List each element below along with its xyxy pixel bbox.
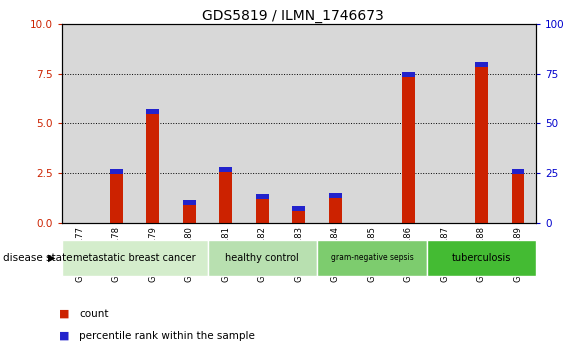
Bar (281, 24, 317, 223)
Bar (353, 24, 390, 223)
Bar (402, 72, 415, 77)
Bar (110, 169, 122, 174)
Bar (219, 167, 232, 223)
Bar (256, 194, 269, 199)
Bar (512, 169, 524, 174)
Bar (329, 193, 342, 198)
Bar (390, 24, 427, 223)
Bar (475, 61, 488, 223)
Bar (427, 24, 463, 223)
Bar (110, 169, 122, 223)
Bar (146, 109, 159, 114)
Bar (500, 24, 536, 223)
Bar (292, 206, 305, 223)
Bar (146, 109, 159, 223)
Text: disease state: disease state (3, 253, 73, 263)
Bar (402, 72, 415, 223)
Text: count: count (79, 309, 108, 319)
Bar (62, 24, 98, 223)
Bar (207, 240, 317, 276)
Bar (463, 24, 500, 223)
Text: healthy control: healthy control (226, 253, 299, 263)
Bar (244, 24, 281, 223)
Bar (256, 194, 269, 223)
Bar (98, 24, 135, 223)
Text: ▶: ▶ (48, 253, 55, 263)
Bar (207, 24, 244, 223)
Bar (292, 206, 305, 211)
Bar (135, 24, 171, 223)
Text: metastatic breast cancer: metastatic breast cancer (73, 253, 196, 263)
Bar (512, 169, 524, 223)
Text: GDS5819 / ILMN_1746673: GDS5819 / ILMN_1746673 (202, 9, 384, 23)
Text: percentile rank within the sample: percentile rank within the sample (79, 331, 255, 341)
Bar (317, 24, 353, 223)
Bar (219, 167, 232, 172)
Text: ■: ■ (59, 331, 69, 341)
Bar (329, 193, 342, 223)
Bar (183, 200, 196, 223)
Bar (183, 200, 196, 205)
Bar (62, 240, 207, 276)
Text: gram-negative sepsis: gram-negative sepsis (331, 253, 413, 262)
Text: ■: ■ (59, 309, 69, 319)
Bar (171, 24, 207, 223)
Bar (427, 240, 536, 276)
Bar (475, 61, 488, 66)
Bar (317, 240, 427, 276)
Text: tuberculosis: tuberculosis (452, 253, 511, 263)
